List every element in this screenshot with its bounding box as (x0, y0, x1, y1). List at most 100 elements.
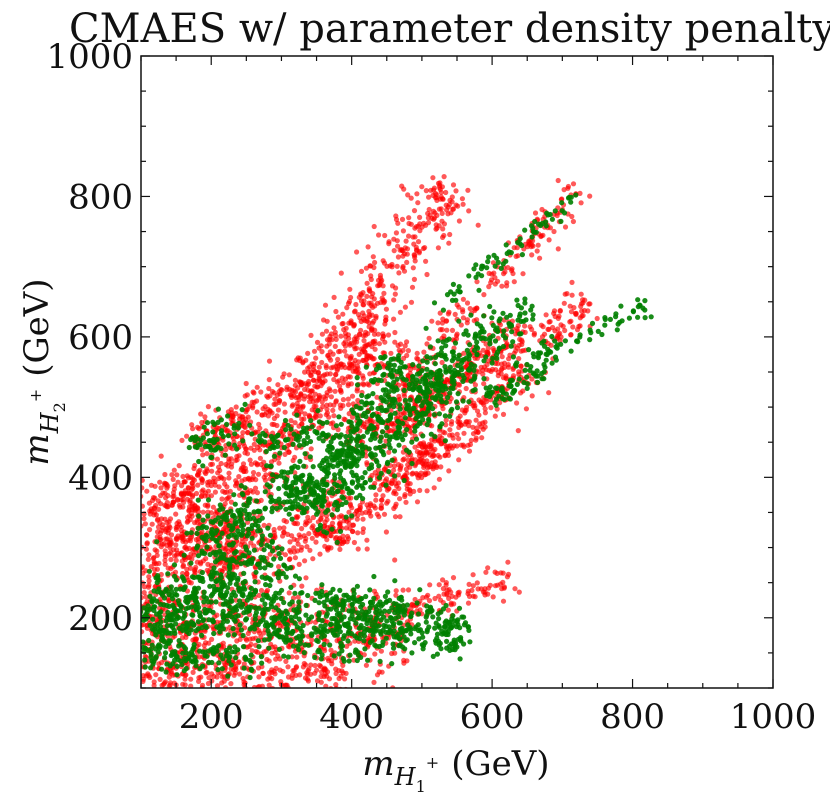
data-point (466, 448, 473, 454)
data-point (156, 560, 162, 567)
data-point (331, 413, 337, 419)
data-point (321, 492, 327, 498)
data-point (403, 238, 409, 244)
data-point (514, 245, 520, 251)
data-point (171, 562, 178, 568)
data-point (402, 397, 408, 403)
data-point (266, 689, 271, 694)
data-point (314, 667, 320, 673)
data-point (308, 332, 314, 338)
data-point (578, 291, 584, 297)
data-point (371, 679, 377, 686)
data-point (233, 666, 239, 673)
data-point (411, 208, 418, 214)
data-point (302, 451, 308, 457)
data-point (259, 412, 265, 418)
data-point (195, 469, 202, 475)
data-point (274, 689, 279, 694)
data-point (199, 569, 205, 576)
data-point (323, 365, 329, 371)
data-point (449, 432, 455, 438)
data-point (415, 475, 421, 481)
data-point (431, 485, 437, 491)
data-point (447, 231, 453, 238)
data-point (228, 499, 234, 505)
data-point (262, 505, 268, 511)
data-point (350, 528, 356, 535)
data-point (270, 477, 276, 484)
data-point (339, 375, 345, 381)
data-point (505, 559, 511, 565)
data-point (383, 476, 390, 482)
data-point (199, 682, 206, 688)
data-point (505, 265, 511, 271)
data-point (196, 458, 202, 465)
data-point (189, 480, 195, 486)
data-point (338, 440, 344, 446)
data-point (269, 388, 275, 395)
data-point (440, 226, 446, 232)
data-point (473, 417, 479, 423)
data-point (429, 437, 435, 443)
data-point (407, 366, 414, 372)
data-point (208, 519, 214, 525)
data-point (392, 514, 399, 520)
data-point (381, 511, 388, 517)
data-point (248, 461, 254, 467)
data-point (174, 672, 180, 678)
data-point (305, 350, 311, 356)
data-point (257, 455, 263, 461)
data-point (266, 385, 272, 392)
data-point (346, 411, 352, 417)
data-point (331, 435, 337, 441)
data-point (248, 641, 254, 648)
data-point (232, 431, 238, 437)
data-point (397, 396, 403, 402)
data-point (465, 600, 472, 606)
data-point (247, 496, 253, 502)
data-point (392, 339, 398, 345)
data-point (359, 510, 365, 516)
data-point (332, 475, 338, 481)
data-point (462, 410, 468, 416)
data-point (538, 322, 545, 328)
data-point (433, 226, 439, 232)
data-point (323, 667, 329, 673)
data-point (136, 592, 141, 597)
data-point (182, 682, 188, 688)
data-point (268, 463, 274, 469)
data-point (245, 490, 251, 496)
data-point (293, 486, 300, 492)
data-point (432, 595, 438, 602)
data-point (232, 501, 238, 507)
data-point (271, 556, 277, 562)
data-point (245, 630, 251, 637)
data-point (227, 566, 233, 572)
data-point (347, 342, 353, 348)
data-point (454, 431, 460, 437)
data-point (191, 574, 197, 581)
data-point (200, 517, 206, 523)
data-point (411, 276, 417, 282)
data-point (338, 421, 344, 427)
data-point (332, 343, 338, 349)
data-point (515, 323, 521, 329)
data-point (445, 449, 451, 455)
data-point (250, 405, 256, 411)
data-point (130, 560, 135, 565)
data-point (257, 425, 263, 431)
data-point (274, 392, 280, 398)
data-point (435, 245, 441, 251)
data-point (439, 359, 445, 366)
data-point (244, 503, 250, 509)
data-point (307, 472, 313, 478)
data-point (147, 511, 153, 517)
data-point (255, 471, 262, 477)
data-point (343, 514, 349, 520)
data-point (141, 485, 145, 491)
data-point (357, 332, 363, 338)
data-point (466, 581, 472, 588)
data-point (432, 195, 439, 201)
data-point (284, 566, 290, 572)
